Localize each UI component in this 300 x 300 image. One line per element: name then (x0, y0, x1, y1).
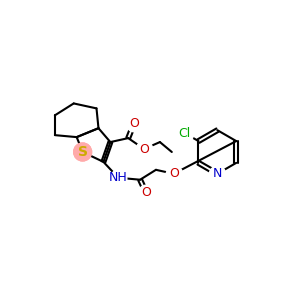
Text: S: S (78, 145, 88, 159)
Text: O: O (139, 142, 149, 155)
Text: NH: NH (109, 171, 128, 184)
Text: O: O (169, 167, 179, 180)
Circle shape (74, 143, 92, 161)
Text: O: O (129, 117, 139, 130)
Text: O: O (141, 186, 151, 199)
Circle shape (74, 143, 92, 161)
Text: S: S (78, 145, 88, 159)
Text: N: N (213, 167, 222, 180)
Text: Cl: Cl (178, 127, 191, 140)
